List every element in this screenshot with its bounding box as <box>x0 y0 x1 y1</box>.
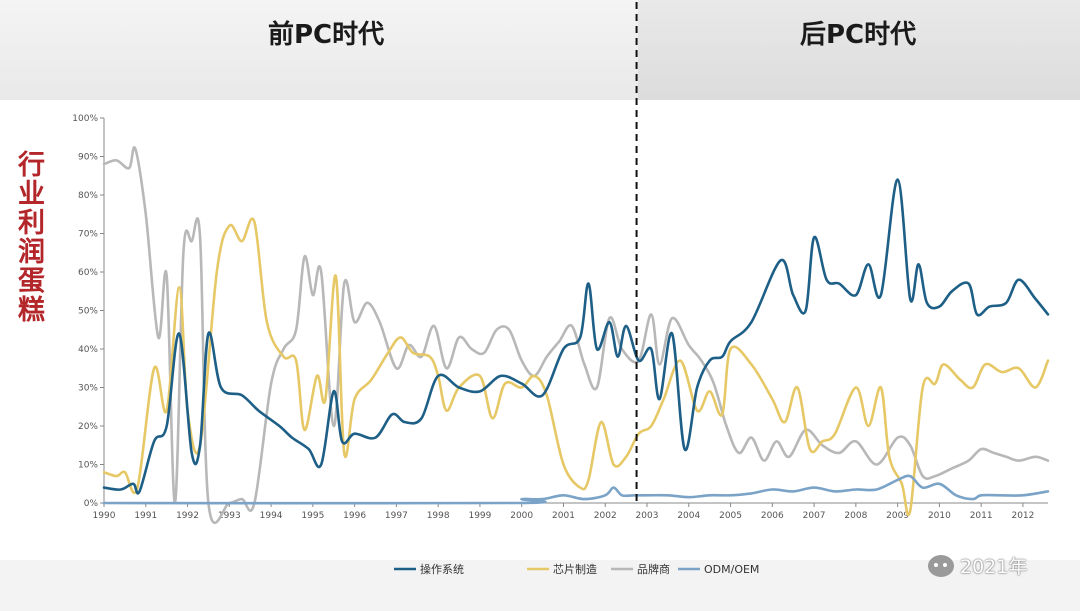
x-tick-label: 1996 <box>343 511 366 521</box>
y-tick-label: 30% <box>78 384 98 394</box>
y-tick-label: 100% <box>72 114 98 124</box>
y-tick-label: 20% <box>78 422 98 432</box>
x-tick-label: 1993 <box>218 511 241 521</box>
x-tick-label: 2003 <box>636 511 659 521</box>
y-tick-label: 40% <box>78 345 98 355</box>
x-tick-label: 2006 <box>761 511 784 521</box>
x-tick-label: 2009 <box>886 511 909 521</box>
y-axis-ticks: 0% 10% 20% 30% 40% 50% 60% 70% 80% 90% 100% <box>72 114 104 509</box>
x-tick-label: 2007 <box>803 511 826 521</box>
x-tick-label: 1994 <box>260 511 283 521</box>
y-tick-label: 10% <box>78 461 98 471</box>
wechat-icon <box>928 554 954 577</box>
legend-label: 芯片制造 <box>553 562 597 576</box>
era-banner-right <box>638 0 1080 100</box>
x-tick-label: 2004 <box>677 511 700 521</box>
grid <box>103 118 1048 504</box>
series-line-0 <box>102 178 1050 495</box>
x-tick-label: 2001 <box>552 511 575 521</box>
y-tick-label: 50% <box>78 307 98 317</box>
y-tick-label: 60% <box>78 268 98 278</box>
side-title: 行业利润蛋糕 <box>13 150 44 324</box>
y-tick-label: 70% <box>78 230 98 240</box>
series-line-1 <box>102 217 1050 516</box>
x-tick-label: 1992 <box>176 511 199 521</box>
post-pc-era-title: 后PC时代 <box>800 20 917 50</box>
y-tick-label: 0% <box>84 499 99 509</box>
y-tick-label: 90% <box>78 153 98 163</box>
series-line-3 <box>102 474 1050 505</box>
x-tick-label: 1997 <box>385 511 408 521</box>
x-tick-label: 2005 <box>719 511 742 521</box>
x-tick-label: 1995 <box>301 511 324 521</box>
legend-label: 品牌商 <box>637 562 670 576</box>
x-tick-label: 2011 <box>970 511 993 521</box>
x-axis-ticks: 1990 1991 1992 1993 1994 1995 1996 1997 1998 1999… <box>93 503 1034 521</box>
era-banner-left <box>0 0 638 100</box>
x-tick-label: 2010 <box>928 511 951 521</box>
x-tick-label: 2012 <box>1011 511 1034 521</box>
x-tick-label: 1991 <box>134 511 157 521</box>
series-lines <box>102 146 1050 524</box>
watermark: 2021年 <box>928 552 1027 579</box>
x-tick-label: 2000 <box>510 511 533 521</box>
legend-label: 操作系统 <box>420 562 464 576</box>
pre-pc-era-title: 前PC时代 <box>268 20 385 50</box>
x-tick-label: 2008 <box>844 511 867 521</box>
x-tick-label: 1990 <box>93 511 116 521</box>
watermark-text: 2021年 <box>960 556 1028 578</box>
x-tick-label: 2002 <box>594 511 617 521</box>
x-tick-label: 1999 <box>468 511 491 521</box>
x-tick-label: 1998 <box>427 511 450 521</box>
series-line-2 <box>102 146 1050 524</box>
y-tick-label: 80% <box>78 191 98 201</box>
legend-label: ODM/OEM <box>704 563 759 576</box>
legend: 操作系统 芯片制造 品牌商 ODM/OEM <box>394 562 759 576</box>
